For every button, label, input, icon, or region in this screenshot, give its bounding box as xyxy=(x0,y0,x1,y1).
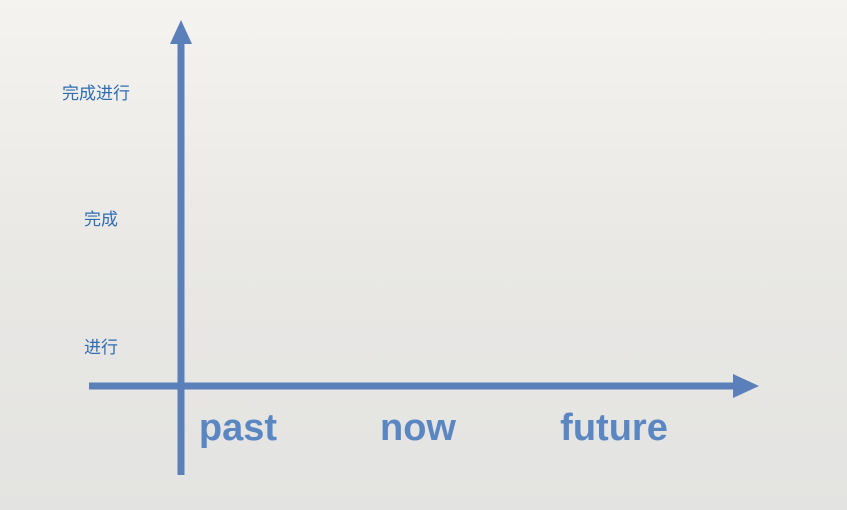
x-axis-arrowhead xyxy=(733,374,759,398)
y-label-progressive: 进行 xyxy=(84,338,118,358)
y-axis-arrowhead xyxy=(170,20,192,44)
x-label-future: future xyxy=(560,407,668,449)
y-label-perfect: 完成 xyxy=(84,210,118,230)
x-label-past: past xyxy=(198,407,278,449)
x-label-now: now xyxy=(380,407,456,449)
y-label-perfect-progressive: 完成进行 xyxy=(62,84,130,104)
